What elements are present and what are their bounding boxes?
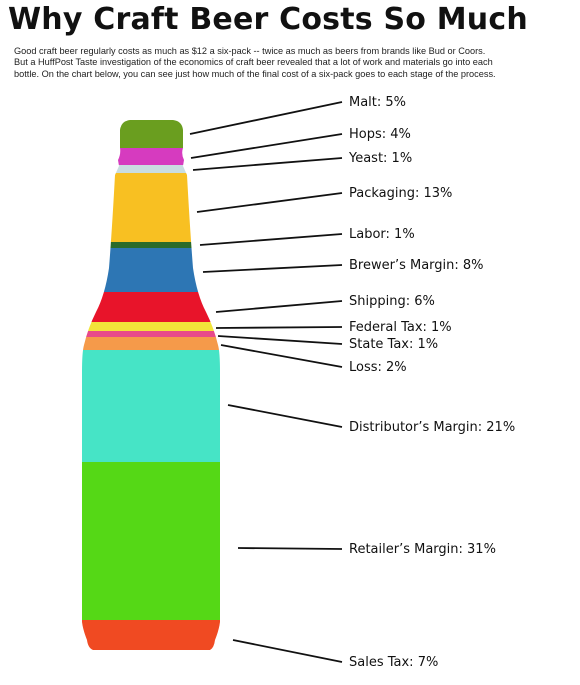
segment-distributors-margin — [82, 350, 220, 462]
leader-line-retailers-margin — [237, 547, 343, 550]
leader-line-distributors-margin — [227, 404, 343, 428]
label-loss: Loss: 2% — [349, 360, 407, 375]
segment-malt — [82, 120, 220, 148]
segment-loss — [82, 337, 220, 350]
label-sales-tax: Sales Tax: 7% — [349, 655, 438, 670]
chart-title: Why Craft Beer Costs So Much — [8, 2, 528, 37]
segment-yeast — [82, 165, 220, 173]
leader-line-brewers-margin — [202, 264, 343, 273]
leader-line-hops — [190, 133, 343, 159]
bottle-segments — [82, 120, 220, 650]
intro-line: bottle. On the chart below, you can see … — [14, 68, 496, 79]
label-packaging: Packaging: 13% — [349, 186, 452, 201]
label-distributors-margin: Distributor’s Margin: 21% — [349, 420, 515, 435]
label-federal-tax: Federal Tax: 1% — [349, 320, 452, 335]
label-state-tax: State Tax: 1% — [349, 337, 438, 352]
label-hops: Hops: 4% — [349, 127, 411, 142]
label-labor: Labor: 1% — [349, 227, 415, 242]
segment-hops — [82, 148, 220, 165]
intro-line: But a HuffPost Taste investigation of th… — [14, 57, 493, 68]
segment-shipping — [82, 292, 220, 322]
segment-labor — [82, 242, 220, 248]
leader-line-federal-tax — [215, 326, 343, 329]
leader-line-sales-tax — [232, 639, 343, 663]
label-shipping: Shipping: 6% — [349, 294, 435, 309]
label-retailers-margin: Retailer’s Margin: 31% — [349, 542, 496, 557]
leader-line-state-tax — [217, 335, 343, 345]
segment-brewers-margin — [82, 248, 220, 292]
segment-federal-tax — [82, 322, 220, 331]
leader-line-packaging — [196, 192, 343, 213]
segment-packaging — [82, 173, 220, 242]
leader-lines — [189, 101, 343, 663]
label-brewers-margin: Brewer’s Margin: 8% — [349, 258, 484, 273]
leader-line-labor — [199, 233, 343, 246]
leader-line-yeast — [192, 157, 343, 171]
leader-line-malt — [189, 101, 343, 135]
label-malt: Malt: 5% — [349, 95, 406, 110]
leader-line-shipping — [215, 300, 343, 313]
segment-sales-tax — [82, 620, 220, 650]
segment-state-tax — [82, 331, 220, 337]
intro-line: Good craft beer regularly costs as much … — [14, 46, 486, 56]
intro-text: Good craft beer regularly costs as much … — [14, 46, 570, 80]
leader-line-loss — [220, 344, 343, 368]
segment-labels: Malt: 5% Hops: 4% Yeast: 1% Packaging: 13% L… — [348, 95, 515, 670]
segment-retailers-margin — [82, 462, 220, 620]
label-yeast: Yeast: 1% — [348, 151, 412, 166]
